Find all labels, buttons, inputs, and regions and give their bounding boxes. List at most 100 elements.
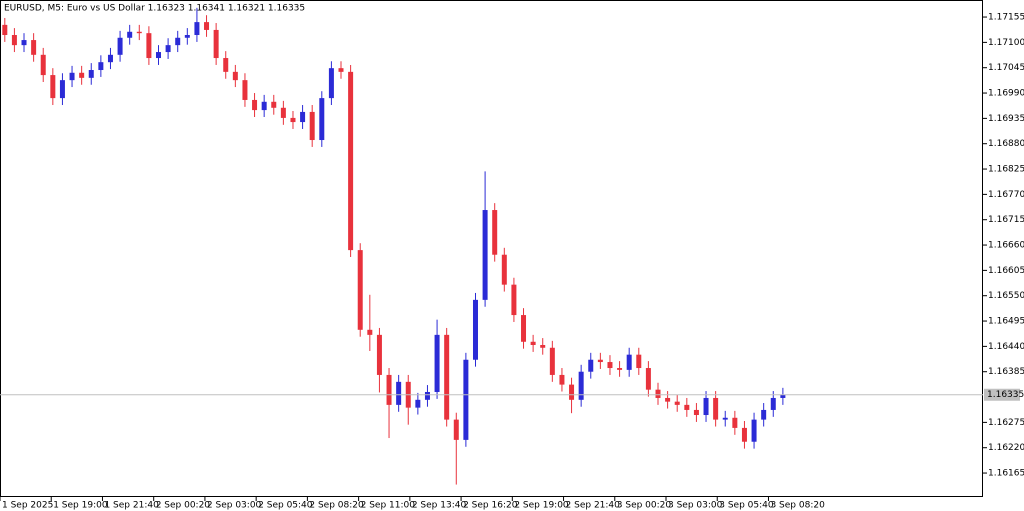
y-tick-label: 1.16990 bbox=[988, 89, 1024, 99]
x-tick-label: 2 Sep 03:00 bbox=[207, 501, 262, 511]
candle-body bbox=[501, 254, 507, 285]
candle-body bbox=[636, 354, 642, 369]
y-tick-label: 1.16220 bbox=[988, 443, 1024, 453]
candle-body bbox=[665, 397, 671, 402]
x-tick-label: 2 Sep 13:40 bbox=[412, 501, 467, 511]
y-tick-label: 1.16550 bbox=[988, 291, 1024, 301]
candle-body bbox=[2, 24, 8, 36]
candle-body bbox=[252, 99, 258, 111]
y-tick-label: 1.17155 bbox=[988, 13, 1024, 23]
y-tick-label: 1.16440 bbox=[988, 342, 1024, 352]
y-tick-label: 1.16770 bbox=[988, 190, 1024, 200]
candle-body bbox=[463, 359, 469, 440]
y-tick-label: 1.17100 bbox=[988, 38, 1024, 48]
candle-body bbox=[319, 98, 325, 141]
candle-body bbox=[713, 397, 719, 420]
candle-body bbox=[511, 284, 517, 316]
candle-body bbox=[79, 72, 85, 78]
candle-body bbox=[88, 70, 94, 78]
chart-title: EURUSD, M5: Euro vs US Dollar 1.16323 1.… bbox=[4, 4, 305, 14]
candle-body bbox=[348, 71, 354, 251]
candle-body bbox=[367, 329, 373, 335]
y-tick-label: 1.17045 bbox=[988, 63, 1024, 73]
y-tick-label: 1.16880 bbox=[988, 139, 1024, 149]
candle-body bbox=[559, 374, 565, 385]
current-price-box bbox=[984, 388, 1020, 401]
candle-body bbox=[569, 384, 575, 400]
x-tick-label: 1 Sep 21:40 bbox=[104, 501, 159, 511]
candle-body bbox=[98, 62, 104, 71]
current-price-label: 1.16335 bbox=[987, 390, 1024, 400]
candle-body bbox=[492, 210, 498, 255]
x-tick-label: 3 Sep 08:20 bbox=[770, 501, 825, 511]
candle-body bbox=[732, 417, 738, 428]
candle-body bbox=[136, 31, 142, 34]
candle-body bbox=[223, 58, 229, 72]
candle-body bbox=[309, 111, 315, 141]
candle-body bbox=[328, 68, 334, 99]
candle-body bbox=[146, 33, 152, 59]
candle-body bbox=[597, 359, 603, 363]
y-tick-label: 1.16165 bbox=[988, 469, 1024, 479]
candle-body bbox=[261, 101, 267, 111]
candle-body bbox=[444, 334, 450, 420]
candle-body bbox=[684, 404, 690, 410]
candle-body bbox=[59, 80, 65, 99]
candle-body bbox=[357, 250, 363, 330]
candle-body bbox=[11, 35, 17, 46]
x-tick-label: 2 Sep 21:40 bbox=[566, 501, 621, 511]
candle-body bbox=[530, 341, 536, 345]
x-tick-label: 3 Sep 00:20 bbox=[617, 501, 672, 511]
x-tick-label: 2 Sep 16:20 bbox=[463, 501, 518, 511]
candle-body bbox=[549, 347, 555, 375]
candle-body bbox=[472, 299, 478, 360]
x-tick-label: 1 Sep 2025 bbox=[2, 501, 53, 511]
y-tick-label: 1.16660 bbox=[988, 241, 1024, 251]
candle-body bbox=[242, 80, 248, 100]
candle-body bbox=[31, 40, 37, 55]
x-tick-label: 2 Sep 05:40 bbox=[258, 501, 313, 511]
y-tick-label: 1.16385 bbox=[988, 367, 1024, 377]
candle-body bbox=[674, 401, 680, 405]
x-tick-label: 2 Sep 08:20 bbox=[309, 501, 364, 511]
candle-body bbox=[415, 399, 421, 408]
candle-body bbox=[300, 111, 306, 123]
candle-body bbox=[482, 210, 488, 300]
candle-body bbox=[751, 419, 757, 442]
candle-body bbox=[770, 397, 776, 410]
candle-body bbox=[376, 334, 382, 375]
candle-body bbox=[127, 31, 133, 38]
candle-body bbox=[40, 54, 46, 76]
y-tick-label: 1.16605 bbox=[988, 266, 1024, 276]
y-tick-label: 1.16495 bbox=[988, 317, 1024, 327]
candle-body bbox=[165, 45, 171, 53]
candle-body bbox=[453, 419, 459, 440]
candle-body bbox=[521, 315, 527, 342]
candle-body bbox=[194, 22, 200, 36]
y-tick-label: 1.16715 bbox=[988, 215, 1024, 225]
candle-body bbox=[69, 72, 75, 81]
candle-body bbox=[50, 75, 56, 99]
candle-body bbox=[607, 362, 613, 369]
candle-body bbox=[338, 68, 344, 72]
candle-body bbox=[645, 368, 651, 390]
candle-body bbox=[626, 354, 632, 370]
candle-body bbox=[703, 397, 709, 416]
candle-body bbox=[175, 37, 181, 46]
candle-body bbox=[21, 40, 27, 46]
candle-body bbox=[271, 101, 277, 108]
candle-body bbox=[693, 409, 699, 416]
x-tick-label: 3 Sep 03:00 bbox=[668, 501, 723, 511]
candle-body bbox=[107, 54, 113, 63]
candle-body bbox=[396, 381, 402, 405]
candle-body bbox=[761, 409, 767, 420]
candle-body bbox=[155, 52, 161, 59]
candle-body bbox=[655, 389, 661, 398]
candle-body bbox=[280, 107, 286, 118]
candle-body bbox=[232, 71, 238, 81]
candle-body bbox=[540, 344, 546, 348]
candle-body bbox=[617, 368, 623, 370]
candle-body bbox=[588, 359, 594, 372]
candle-body bbox=[424, 391, 430, 400]
x-tick-label: 2 Sep 00:20 bbox=[156, 501, 211, 511]
